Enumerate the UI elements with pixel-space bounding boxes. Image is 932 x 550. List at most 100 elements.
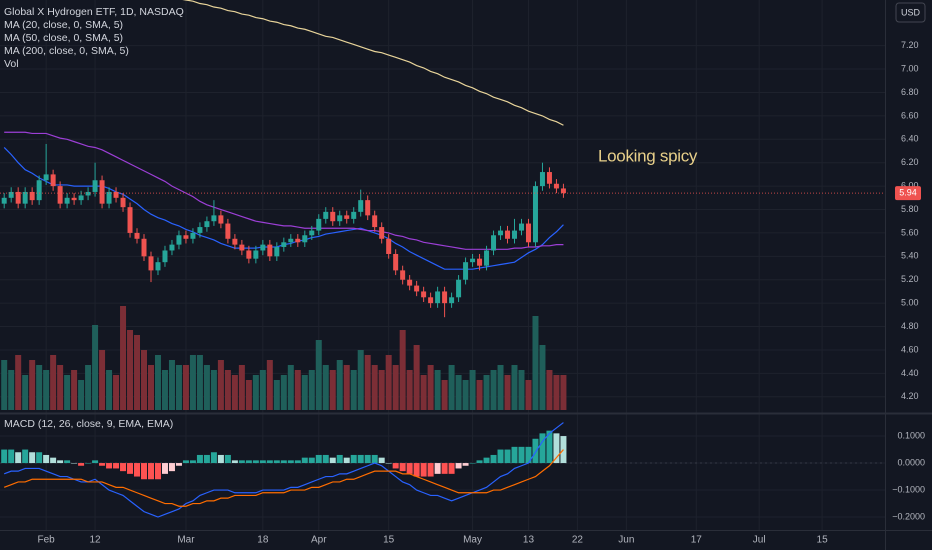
macd-tick-label: −0.1000 [892, 484, 925, 494]
volume-bar [113, 375, 120, 410]
x-tick-label: Jul [753, 535, 766, 546]
macd-histogram-bar [364, 454, 371, 464]
volume-bar [120, 306, 127, 410]
volume-bar [238, 365, 245, 410]
candle-body [393, 253, 399, 271]
macd-histogram-bar [252, 460, 259, 464]
candle-body [505, 230, 511, 239]
y-tick-label: 4.80 [901, 321, 919, 331]
annotation: Looking spicy [598, 146, 698, 165]
macd-histogram-bar [336, 454, 343, 464]
macd-histogram-bar [15, 452, 22, 464]
candle-body [309, 230, 315, 236]
macd-histogram-bar [1, 449, 8, 464]
volume-bar [273, 380, 280, 410]
volume-bar [71, 370, 78, 410]
macd-histogram-bar [182, 460, 189, 464]
macd-histogram-bar [308, 457, 315, 464]
volume-bar [448, 365, 455, 410]
y-tick-label: 6.40 [901, 134, 919, 144]
candle-body [225, 223, 231, 239]
candle-body [204, 221, 210, 228]
candle-body [302, 235, 308, 243]
candle-body [99, 180, 105, 204]
macd-histogram-bar [322, 454, 329, 464]
chart-title: Global X Hydrogen ETF, 1D, NASDAQ [4, 6, 184, 18]
x-tick-label: Feb [38, 535, 56, 546]
volume-bar [560, 375, 567, 410]
candle-body [498, 230, 504, 236]
candle-body [560, 188, 566, 194]
macd-histogram-bar [462, 463, 469, 466]
macd-histogram-bar [427, 463, 434, 477]
macd-tick-label: −0.2000 [892, 511, 925, 521]
macd-histogram-bar [134, 463, 141, 477]
volume-bar [490, 370, 497, 410]
y-tick-label: 4.40 [901, 368, 919, 378]
volume-bar [106, 370, 113, 410]
macd-histogram-bar [525, 446, 532, 464]
macd-histogram-bar [231, 460, 238, 464]
volume-bar [371, 365, 378, 410]
volume-bar [462, 380, 469, 410]
macd-histogram-bar [210, 452, 217, 464]
volume-bar [64, 375, 71, 410]
macd-histogram-bar [420, 463, 427, 477]
macd-histogram-bar [511, 446, 518, 464]
macd-tick-label: 0.0000 [897, 457, 925, 467]
macd-histogram-bar [71, 463, 78, 464]
macd-line [3, 449, 564, 507]
macd-histogram-bar [357, 454, 364, 464]
volume-bar [36, 365, 43, 410]
macd-tick-label: 0.1000 [897, 430, 925, 440]
candle-body [435, 291, 441, 304]
candle-body [29, 191, 35, 201]
candle-body [71, 197, 77, 201]
x-tick-label: Mar [177, 535, 195, 546]
macd-histogram-bar [329, 457, 336, 464]
x-tick-label: 17 [691, 535, 703, 546]
volume-bar [175, 365, 182, 410]
volume-bar [217, 360, 224, 410]
macd-histogram-bar [92, 460, 99, 464]
candle-body [239, 244, 245, 251]
candle-body [295, 238, 301, 243]
macd-histogram-bar [399, 463, 406, 472]
candle-body [512, 230, 518, 239]
volume-bar [287, 365, 294, 410]
volume-bar [210, 370, 217, 410]
volume-bar [161, 370, 168, 410]
y-tick-label: 6.60 [901, 110, 919, 120]
macd-histogram-bar [392, 463, 399, 469]
candle-body [400, 270, 406, 280]
candle-body [407, 279, 413, 286]
volume-bar [434, 370, 441, 410]
candle-body [127, 207, 133, 233]
y-tick-label: 5.20 [901, 274, 919, 284]
volume-bar [553, 375, 560, 410]
candle-body [260, 244, 266, 251]
candle-body [428, 297, 434, 304]
macd-histogram-bar [203, 454, 210, 464]
volume-bar [224, 370, 231, 410]
candle-body [553, 183, 559, 189]
macd-histogram-bar [371, 454, 378, 464]
volume-bar [378, 370, 385, 410]
macd-histogram-bar [29, 452, 36, 464]
macd-histogram-bar [36, 452, 43, 464]
macd-histogram-bar [406, 463, 413, 474]
candle-body [442, 291, 448, 304]
currency-button[interactable] [895, 2, 926, 23]
candle-body [253, 250, 259, 259]
candle-body [316, 218, 322, 231]
last-price-label: 5.94 [899, 188, 917, 198]
volume-bar [85, 365, 92, 410]
macd-histogram-bar [161, 463, 168, 474]
macd-histogram-bar [455, 463, 462, 469]
volume-bar [252, 375, 259, 410]
macd-histogram-bar [490, 454, 497, 464]
candle-body [421, 291, 427, 298]
x-tick-label: May [463, 535, 482, 546]
volume-bar [43, 370, 50, 410]
x-tick-label: 15 [817, 535, 829, 546]
